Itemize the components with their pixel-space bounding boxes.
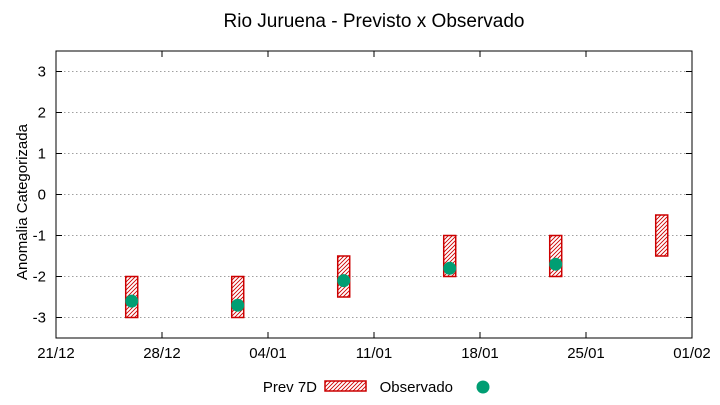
observed-point	[125, 294, 139, 308]
y-tick-label: -1	[33, 228, 46, 245]
forecast-bars	[124, 214, 669, 319]
y-tick-label: 1	[38, 146, 46, 163]
grid-lines	[56, 71, 692, 318]
x-tick-label: 04/01	[249, 345, 287, 362]
axes: 3 2 1 0 -1 -2 -3 21/12 28/12 04/01 11/01 18/01 25/01…	[33, 50, 711, 362]
observed-point	[231, 298, 245, 312]
x-tick-label: 28/12	[143, 345, 181, 362]
y-tick-label: 0	[38, 187, 46, 204]
observed-point	[443, 261, 457, 275]
x-tick-label: 11/01	[356, 345, 392, 362]
y-tick-label: 3	[38, 64, 46, 81]
legend-label-observado: Observado	[380, 379, 453, 396]
x-tick-label: 18/01	[461, 345, 499, 362]
x-tick-label: 21/12	[37, 345, 75, 362]
legend-swatch-prev-7d	[324, 380, 367, 392]
legend-marker-observado	[476, 380, 490, 394]
observed-points	[125, 257, 563, 312]
observed-point	[337, 274, 351, 288]
y-tick-label: -3	[33, 310, 46, 327]
x-tick-label: 25/01	[567, 345, 605, 362]
forecast-bar	[654, 214, 669, 257]
legend: Prev 7D Observado	[263, 379, 490, 396]
legend-label-prev-7d: Prev 7D	[263, 379, 317, 396]
y-axis-label: Anomalia Categorizada	[14, 123, 31, 280]
x-tick-label: 01/02	[673, 345, 711, 362]
observed-point	[549, 257, 563, 271]
chart-title: Rio Juruena - Previsto x Observado	[224, 11, 525, 32]
y-tick-label: -2	[33, 269, 46, 286]
plot-border	[55, 50, 693, 339]
y-tick-label: 2	[38, 105, 46, 122]
